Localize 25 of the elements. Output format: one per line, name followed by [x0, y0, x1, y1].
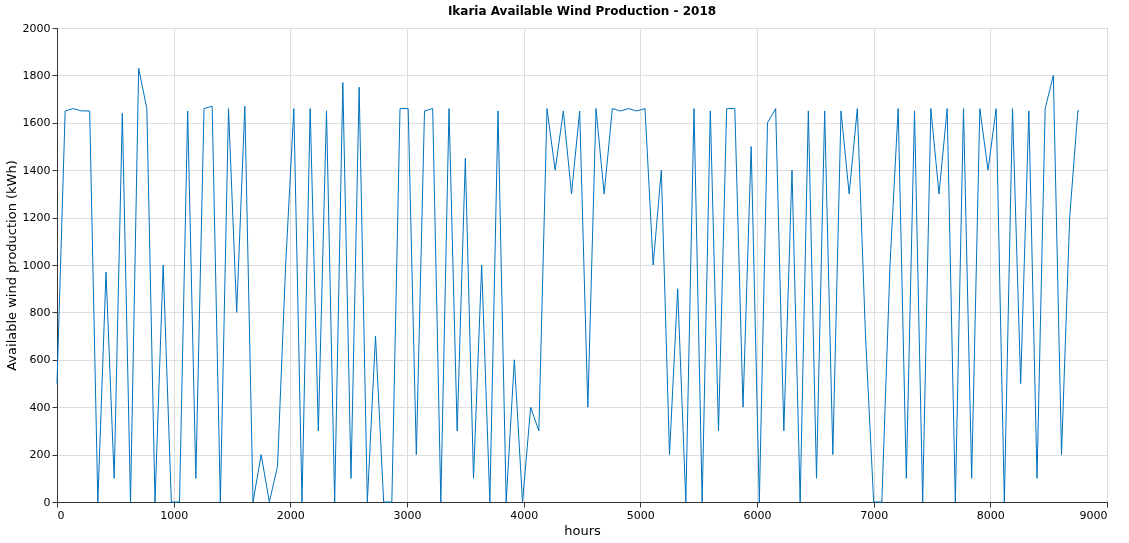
y-tick-label: 0: [43, 495, 51, 509]
x-tick-label: 9000: [1079, 508, 1108, 522]
x-tick-label: 4000: [510, 508, 539, 522]
y-tick-label: 200: [29, 448, 51, 462]
y-tick-label: 600: [29, 353, 51, 367]
y-tick-label: 1200: [22, 211, 51, 225]
x-tick-label: 8000: [976, 508, 1005, 522]
x-tick-label: 1000: [160, 508, 189, 522]
y-axis-title: Available wind production (kWh): [3, 160, 19, 371]
y-tick-label: 2000: [22, 21, 51, 35]
x-tick-label: 2000: [276, 508, 305, 522]
x-tick-label: 3000: [393, 508, 422, 522]
y-tick-label: 400: [29, 400, 51, 414]
y-tick-label: 1400: [22, 163, 51, 177]
x-tick-label: 7000: [860, 508, 889, 522]
y-tick-label: 1000: [22, 258, 51, 272]
y-tick-label: 1800: [22, 68, 51, 82]
x-tick-label: 6000: [743, 508, 772, 522]
chart-title: Ikaria Available Wind Production - 2018: [447, 4, 717, 18]
x-tick-label: 5000: [626, 508, 655, 522]
y-tick-label: 1600: [22, 116, 51, 130]
x-axis-title: hours: [564, 522, 601, 538]
y-tick-label: 800: [29, 305, 51, 319]
x-tick-label: 0: [57, 508, 65, 522]
line-series: [56, 67, 1080, 503]
